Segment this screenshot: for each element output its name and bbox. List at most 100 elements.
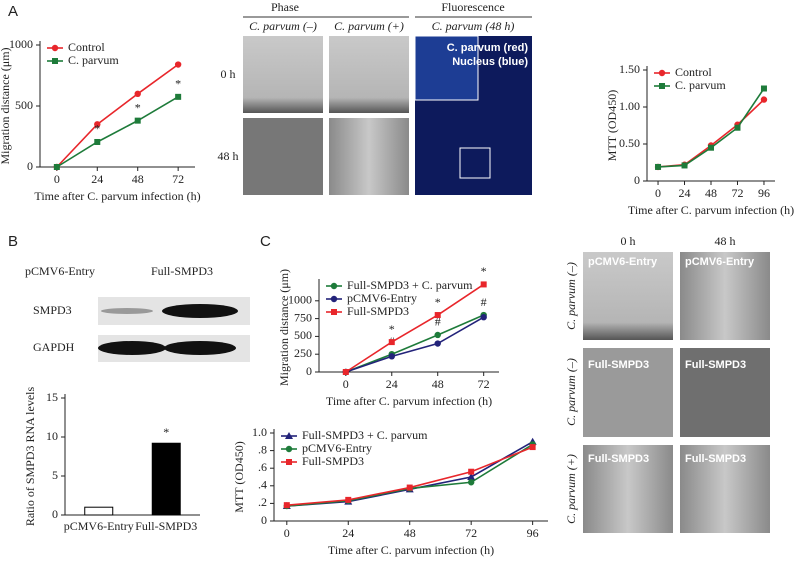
row-label: 48 h <box>218 149 239 163</box>
x-tick-label: pCMV6-Entry <box>64 519 134 533</box>
column-label: C. parvum (–) <box>249 19 317 33</box>
x-tick-label: 96 <box>758 186 770 200</box>
x-axis-label: Time after C. parvum infection (h) <box>328 543 494 557</box>
inset <box>414 35 479 101</box>
x-tick-label: 48 <box>432 377 444 391</box>
image-caption: Full-SMPD3 <box>588 453 649 465</box>
y-axis-label: MTT (OD450) <box>605 90 619 161</box>
row-label: C. parvum (+) <box>564 454 578 524</box>
x-tick-label: 24 <box>342 526 354 540</box>
marker <box>659 83 665 89</box>
micrograph <box>243 36 323 113</box>
marker <box>286 459 292 465</box>
y-tick-label: .4 <box>258 478 267 492</box>
image-caption: Full-SMPD3 <box>685 359 746 371</box>
bar <box>151 442 181 516</box>
marker <box>342 369 349 375</box>
marker <box>330 282 338 290</box>
marker <box>529 444 536 451</box>
marker <box>480 313 487 321</box>
image-caption: pCMV6-Entry <box>588 256 658 268</box>
y-tick-label: 15 <box>46 390 58 404</box>
series-line <box>56 96 179 168</box>
column-label: 48 h <box>715 234 736 248</box>
x-tick-label: 0 <box>343 377 349 391</box>
marker <box>53 164 60 170</box>
y-tick-label: 750 <box>294 310 312 324</box>
y-tick-label: 0.50 <box>619 136 640 150</box>
legend-label: Full-SMPD3 + C. parvum <box>302 428 428 442</box>
legend-label: Full-SMPD3 + C. parvum <box>347 278 473 292</box>
marker <box>434 312 441 319</box>
marker <box>94 121 101 128</box>
y-tick-label: .2 <box>258 495 267 509</box>
y-tick-label: 0 <box>27 159 33 173</box>
x-tick-label: 0 <box>284 526 290 540</box>
marker <box>406 484 413 491</box>
panel-letter: C <box>260 233 271 250</box>
panel-letter: B <box>8 233 18 250</box>
image-caption: Full-SMPD3 <box>685 453 746 465</box>
marker <box>468 468 475 475</box>
annotation: * <box>135 100 141 114</box>
image-caption: pCMV6-Entry <box>685 256 755 268</box>
y-axis-label: MTT (OD450) <box>232 441 246 512</box>
annotation: # <box>481 295 487 309</box>
y-tick-label: 1000 <box>9 37 33 51</box>
marker <box>708 144 714 151</box>
column-label: C. parvum (+) <box>334 19 404 33</box>
micrograph <box>243 118 323 195</box>
band <box>98 341 166 355</box>
column-label: C. parvum (48 h) <box>432 19 515 33</box>
row-label: C. parvum (–) <box>564 358 578 426</box>
y-tick-label: 0 <box>306 364 312 378</box>
x-tick-label: 72 <box>465 526 477 540</box>
legend-label: Control <box>675 65 712 79</box>
y-tick-label: 1.00 <box>619 99 640 113</box>
y-tick-label: .6 <box>258 460 267 474</box>
marker <box>467 473 476 480</box>
y-axis-label: Migration distance (μm) <box>0 47 12 164</box>
marker <box>52 58 58 64</box>
x-tick-label: 72 <box>731 186 743 200</box>
x-tick-label: 48 <box>705 186 717 200</box>
marker <box>760 96 768 103</box>
x-axis-label: Time after C. parvum infection (h) <box>326 394 492 408</box>
annotation: * <box>175 77 181 91</box>
annotation: * <box>94 122 100 136</box>
series-line <box>345 283 485 373</box>
x-tick-label: 72 <box>478 377 490 391</box>
y-tick-label: 1.50 <box>619 62 640 76</box>
y-axis-label: Migration distance (μm) <box>277 269 291 386</box>
band <box>162 304 238 318</box>
marker <box>467 479 475 486</box>
marker <box>283 502 290 509</box>
marker <box>388 353 395 360</box>
fluorescence-legend: Nucleus (blue) <box>452 56 528 68</box>
micrograph <box>680 252 770 340</box>
marker <box>434 331 441 339</box>
marker <box>760 85 767 92</box>
marker <box>434 340 441 347</box>
marker <box>51 44 59 52</box>
marker <box>134 117 141 124</box>
row-label: C. parvum (–) <box>564 262 578 330</box>
legend-label: C. parvum <box>68 53 119 67</box>
y-tick-label: 10 <box>46 429 58 443</box>
series-line <box>345 314 484 373</box>
series-line <box>657 88 765 168</box>
band-label: SMPD3 <box>33 303 72 317</box>
band <box>101 308 153 314</box>
marker <box>331 309 337 315</box>
series-line <box>657 99 765 168</box>
marker <box>480 281 487 288</box>
marker <box>388 339 395 346</box>
marker <box>658 69 666 77</box>
marker <box>734 124 741 131</box>
x-tick-label: 0 <box>54 172 60 186</box>
x-tick-label: Full-SMPD3 <box>135 519 197 533</box>
series-line <box>56 63 179 168</box>
legend-label: Control <box>68 40 105 54</box>
panel-letter: A <box>8 3 18 20</box>
